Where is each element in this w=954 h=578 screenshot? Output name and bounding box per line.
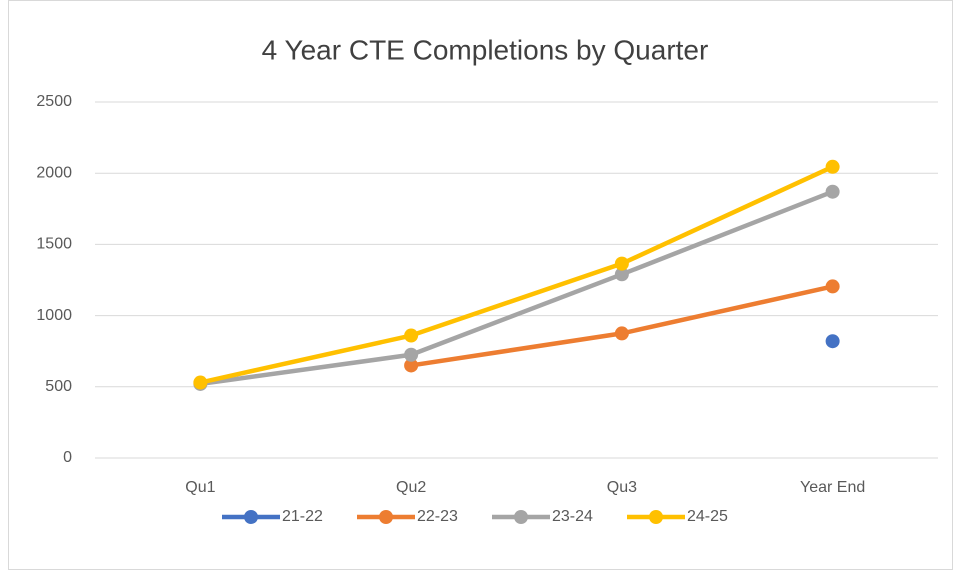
legend-marker xyxy=(649,510,663,524)
legend-marker xyxy=(244,510,258,524)
data-point xyxy=(404,328,419,343)
x-tick-label: Qu3 xyxy=(607,479,637,496)
y-tick-label: 1000 xyxy=(36,307,72,324)
data-point xyxy=(614,256,629,271)
data-point xyxy=(825,159,840,174)
x-tick-label: Qu2 xyxy=(396,479,426,496)
data-point xyxy=(825,184,840,199)
data-point xyxy=(825,334,840,349)
legend-label: 22-23 xyxy=(417,508,458,525)
legend-label: 24-25 xyxy=(687,508,728,525)
data-point xyxy=(193,375,208,390)
data-point xyxy=(404,358,419,373)
data-point xyxy=(614,267,629,282)
chart-title: 4 Year CTE Completions by Quarter xyxy=(262,34,709,65)
y-tick-label: 0 xyxy=(63,449,72,466)
x-tick-label: Year End xyxy=(800,479,865,496)
series-line xyxy=(198,189,835,387)
chart-border xyxy=(8,0,953,570)
legend-label: 21-22 xyxy=(282,508,323,525)
legend-marker xyxy=(514,510,528,524)
y-tick-label: 500 xyxy=(45,378,72,395)
x-tick-label: Qu1 xyxy=(185,479,215,496)
y-tick-label: 1500 xyxy=(36,236,72,253)
series-line xyxy=(198,164,835,385)
legend-marker xyxy=(379,510,393,524)
data-point xyxy=(404,347,419,362)
data-point xyxy=(614,326,629,341)
y-tick-label: 2000 xyxy=(36,164,72,181)
legend-label: 23-24 xyxy=(552,508,593,525)
y-tick-label: 2500 xyxy=(36,93,72,110)
data-point xyxy=(825,279,840,294)
